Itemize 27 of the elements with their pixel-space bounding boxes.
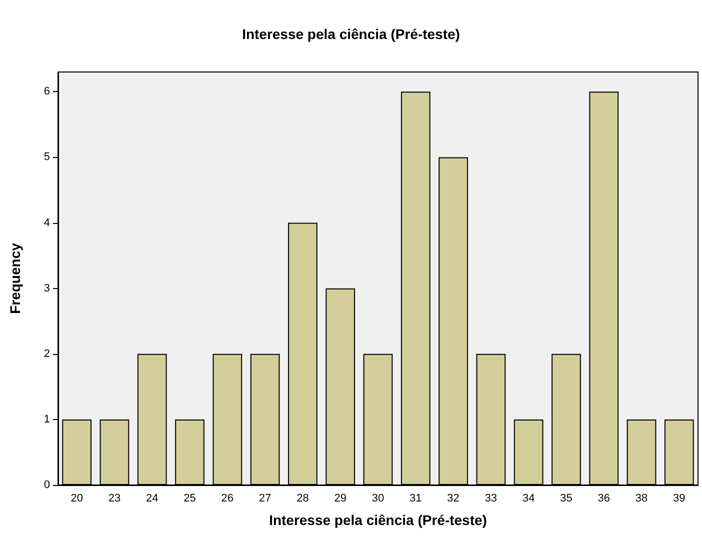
y-tick-label: 3 bbox=[44, 282, 50, 294]
x-tick-label: 36 bbox=[598, 492, 610, 504]
x-tick-label: 23 bbox=[108, 492, 121, 504]
x-tick-label: 33 bbox=[484, 492, 498, 504]
x-tick-label: 30 bbox=[372, 492, 384, 504]
x-tick-label: 28 bbox=[296, 492, 309, 504]
x-tick-label: 29 bbox=[334, 492, 346, 504]
x-tick-label: 31 bbox=[410, 492, 422, 504]
y-tick-label: 4 bbox=[44, 216, 50, 229]
x-axis-title: Interesse pela ciência (Pré-teste) bbox=[269, 512, 487, 528]
x-tick-label: 35 bbox=[560, 492, 572, 504]
x-tick-label: 32 bbox=[447, 492, 460, 504]
x-tick-label: 26 bbox=[221, 492, 234, 504]
x-tick-label: 25 bbox=[184, 492, 196, 504]
x-tick-label: 39 bbox=[673, 492, 686, 504]
x-tick-label: 20 bbox=[70, 492, 83, 504]
y-tick-label: 5 bbox=[44, 151, 50, 164]
y-axis-title: Frequency bbox=[7, 242, 23, 314]
chart-title: Interesse pela ciência (Pré-teste) bbox=[242, 26, 460, 42]
y-tick-label: 2 bbox=[44, 348, 50, 360]
y-tick-label: 0 bbox=[44, 479, 50, 491]
y-tick-label: 6 bbox=[44, 86, 50, 98]
x-tick-label: 38 bbox=[635, 492, 648, 504]
x-tick-label: 34 bbox=[522, 492, 535, 504]
x-tick-label: 27 bbox=[258, 492, 272, 504]
x-tick-label: 24 bbox=[146, 492, 158, 504]
y-tick-label: 1 bbox=[44, 413, 50, 426]
